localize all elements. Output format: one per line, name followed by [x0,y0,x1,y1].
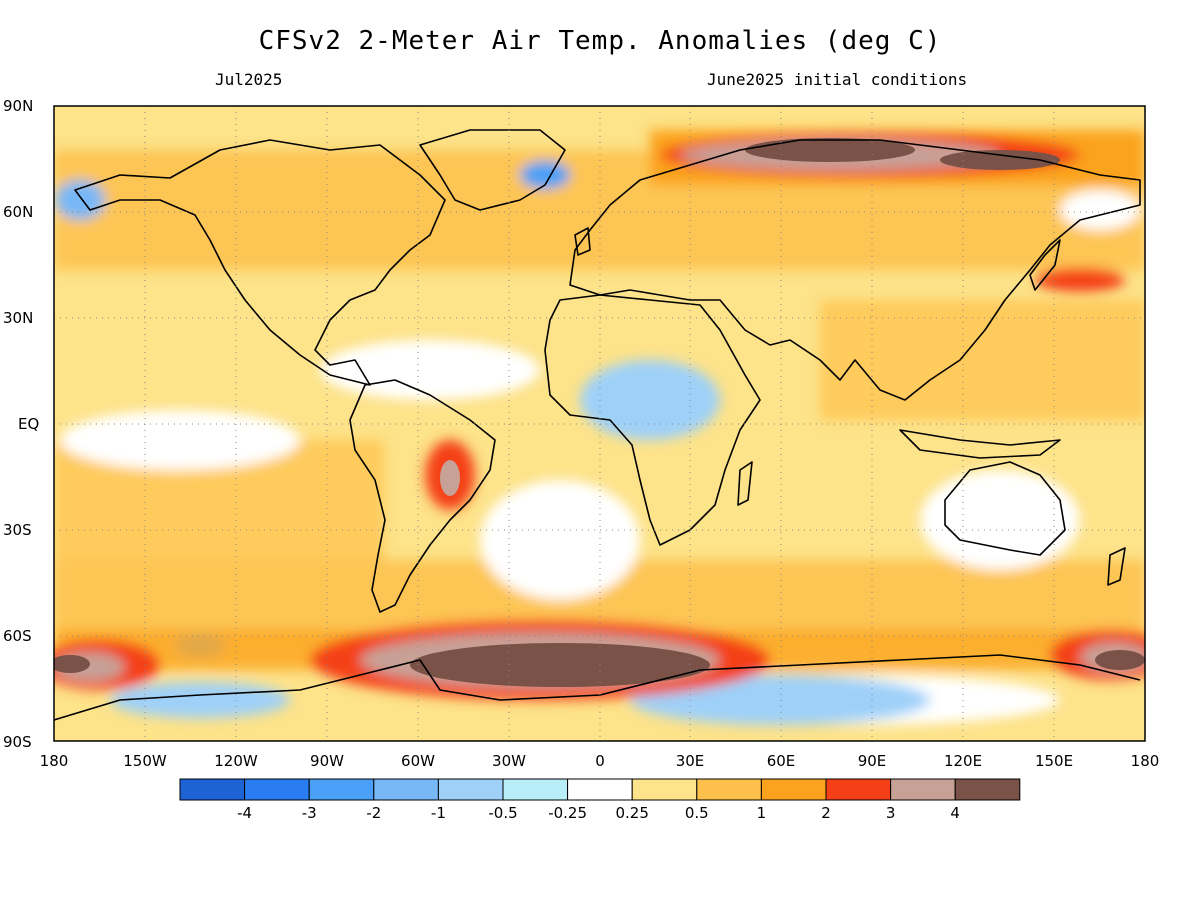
lat-label-30s: 30S [3,521,32,539]
uk-coast [574,227,591,256]
east-siberia-max-core [940,150,1060,170]
australia-neutral [920,470,1080,570]
legend-tick-11: 3 [886,804,896,822]
legend-swatch-2 [244,778,310,801]
legend-swatch-8 [631,778,698,801]
legend-tick-6: -0.25 [548,804,587,822]
lon-label-60e: 60E [767,752,796,770]
lon-label-120e: 120E [944,752,982,770]
legend-swatch-5 [437,778,504,801]
indonesia-coast [899,429,1061,459]
legend-swatch-6 [502,778,569,801]
longitude-labels: 180 150W 120W 90W 60W 30W 0 30E 60E 90E … [40,752,1160,770]
lon-label-30w: 30W [492,752,526,770]
lon-label-90e: 90E [858,752,887,770]
lon-label-30e: 30E [676,752,705,770]
legend-tick-10: 2 [821,804,831,822]
map-frame [53,105,1146,742]
central-africa-cool [580,360,720,440]
brazil-extreme-core [440,460,460,496]
lon-label-150e: 150E [1035,752,1073,770]
west-pacific-warm-area [820,300,1145,420]
legend-tick-1: -4 [237,804,252,822]
kamchatka-neutral [1060,190,1140,230]
eurasia-coast [569,139,1141,401]
legend-swatch-1 [179,778,246,801]
new-zealand-coast [1107,547,1126,586]
lat-label-90n: 90N [3,97,33,115]
north-pacific-hot [1035,268,1125,292]
lon-label-150w: 150W [123,752,167,770]
pacific-sector-max-core [1095,650,1145,670]
legend-tick-3: -2 [366,804,381,822]
color-legend: -4 -3 -2 -1 -0.5 -0.25 0.25 0.5 1 2 3 4 [179,778,1021,822]
legend-swatch-10 [760,778,827,801]
greenland-coast [419,129,566,211]
japan-coast [1029,239,1061,291]
alaska-cool [55,180,105,220]
anomaly-field [54,106,1145,741]
tropical-atlantic-neutral [320,340,540,400]
north-america-coast [74,139,446,386]
legend-swatch-11 [825,778,892,801]
greenland-sea-cool [520,161,570,189]
legend-tick-7: 0.25 [615,804,648,822]
lat-label-eq: EQ [18,415,39,433]
legend-tick-12: 4 [950,804,960,822]
lat-label-60n: 60N [3,203,33,221]
siberia-max-core [745,138,915,162]
legend-tick-4: -1 [431,804,446,822]
tropical-pacific-neutral [60,410,300,470]
legend-swatch-3 [308,778,375,801]
lon-label-60w: 60W [401,752,435,770]
lat-label-30n: 30N [3,309,33,327]
antarctica-max-core [410,643,710,687]
legend-tick-9: 1 [757,804,767,822]
legend-swatch-7 [567,778,633,801]
lon-label-0: 0 [595,752,605,770]
legend-tick-8: 0.5 [685,804,709,822]
legend-swatch-12 [890,778,956,801]
madagascar-coast [737,461,753,506]
valid-month-label: Jul2025 [215,70,283,89]
lon-label-120w: 120W [214,752,258,770]
legend-swatch-9 [696,778,762,801]
legend-swatch-4 [373,778,439,801]
lat-label-90s: 90S [3,733,32,751]
lon-label-90w: 90W [310,752,344,770]
map-title: CFSv2 2-Meter Air Temp. Anomalies (deg C… [258,26,942,56]
lat-label-60s: 60S [3,627,32,645]
south-atlantic-neutral [480,480,640,600]
lon-label-180e: 180 [1131,752,1160,770]
ross-sea-cool [110,682,290,718]
dateline-max-core [54,655,90,673]
legend-tick-2: -3 [302,804,317,822]
australia-coast [944,461,1066,556]
south-america-coast [349,379,496,613]
latitude-labels: 90N 60N 30N EQ 30S 60S 90S [3,97,39,751]
antarctica-coast [54,654,1141,721]
legend-tick-5: -0.5 [488,804,517,822]
lon-label-180w: 180 [40,752,69,770]
initial-conditions-label: June2025 initial conditions [707,70,968,89]
legend-swatch-13 [954,778,1021,801]
